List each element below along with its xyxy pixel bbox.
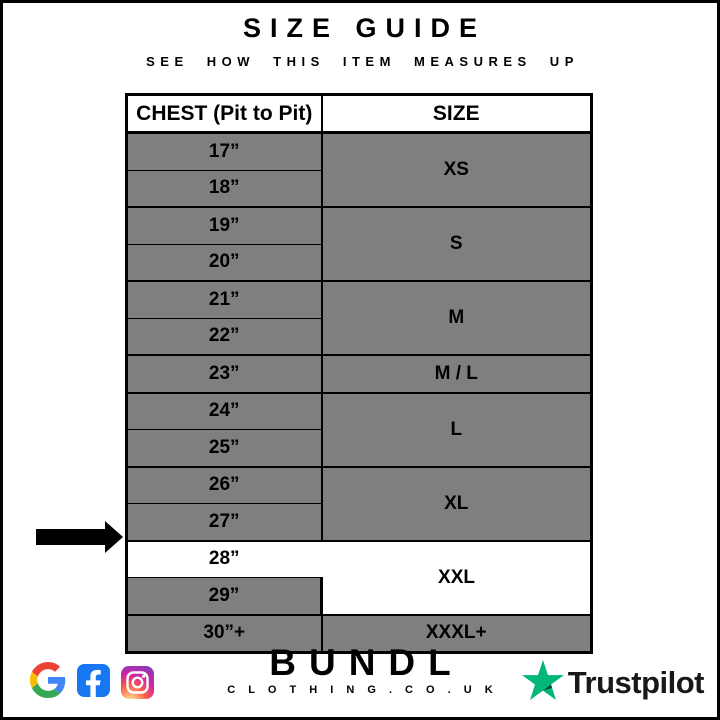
brand-name: BUNDL bbox=[269, 642, 464, 683]
chest-cell: 23” bbox=[125, 354, 322, 393]
chest-cell: 21” bbox=[125, 280, 322, 319]
brand-logo: BUNDL C L O T H I N G . C O . U K bbox=[222, 644, 497, 696]
size-cell: XL bbox=[320, 465, 593, 541]
trustpilot-label: Trustpilot bbox=[567, 664, 705, 700]
size-cell: M bbox=[320, 280, 593, 356]
table-row: 19” S bbox=[125, 206, 593, 282]
size-cell: M / L bbox=[320, 354, 593, 393]
page-title: SIZE GUIDE bbox=[242, 13, 487, 43]
trustpilot-star-icon bbox=[521, 660, 564, 705]
table-row: 21” M bbox=[125, 280, 593, 356]
instagram-icon[interactable] bbox=[121, 666, 154, 699]
arrow-head bbox=[105, 521, 123, 553]
table-header-row: CHEST (Pit to Pit) SIZE bbox=[125, 94, 592, 134]
size-column-header: SIZE bbox=[320, 94, 592, 134]
table-row-highlighted: 28” XXL bbox=[125, 539, 593, 615]
social-icons bbox=[30, 662, 154, 703]
chest-cell: 20” bbox=[125, 243, 322, 282]
size-cell: S bbox=[320, 206, 593, 282]
chest-cell: 22” bbox=[125, 317, 322, 356]
chest-cell: 26” bbox=[125, 465, 322, 504]
arrow-shaft bbox=[36, 529, 106, 545]
table-row: 17” XS bbox=[125, 131, 593, 208]
size-cell: XXXL+ bbox=[320, 613, 593, 653]
size-table: CHEST (Pit to Pit) SIZE 17” XS 18” 19” S… bbox=[125, 93, 593, 654]
chest-cell: 25” bbox=[125, 429, 322, 467]
google-icon[interactable] bbox=[30, 662, 66, 703]
chest-cell: 24” bbox=[125, 391, 322, 430]
chest-cell: 19” bbox=[125, 206, 322, 245]
size-cell-highlighted: XXL bbox=[320, 539, 593, 615]
table-row: 25” bbox=[125, 429, 592, 467]
chest-cell: 17” bbox=[125, 131, 322, 171]
size-cell: XS bbox=[320, 131, 593, 208]
chest-column-header: CHEST (Pit to Pit) bbox=[125, 94, 322, 134]
trustpilot-logo[interactable]: Trustpilot bbox=[521, 660, 705, 705]
size-cell: L bbox=[320, 391, 593, 467]
chest-cell: 30”+ bbox=[125, 613, 322, 653]
table-row: 24” L bbox=[125, 391, 593, 467]
footer: BUNDL C L O T H I N G . C O . U K Trustp… bbox=[0, 640, 720, 720]
table-row: 22” bbox=[125, 317, 592, 356]
table-row: 27” bbox=[125, 503, 592, 541]
table-row: 30”+ XXXL+ bbox=[125, 613, 593, 653]
table-row: 29” bbox=[125, 577, 592, 615]
table-row: 23” M / L bbox=[125, 354, 593, 393]
chest-cell: 27” bbox=[125, 503, 322, 541]
facebook-icon[interactable] bbox=[77, 663, 110, 702]
table-row: 26” XL bbox=[125, 465, 593, 541]
brand-domain: C L O T H I N G . C O . U K bbox=[227, 684, 498, 696]
chest-cell: 18” bbox=[125, 169, 322, 208]
page-subtitle: SEE HOW THIS ITEM MEASURES UP bbox=[146, 54, 579, 69]
chest-cell: 29” bbox=[125, 577, 323, 615]
table-row: 20” bbox=[125, 243, 592, 282]
chest-cell-highlighted: 28” bbox=[125, 539, 323, 578]
